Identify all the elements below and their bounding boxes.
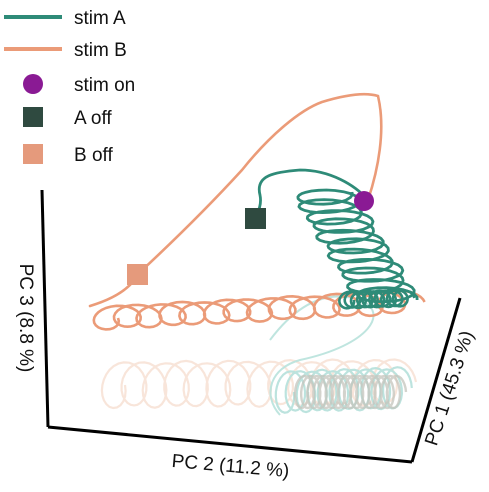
legend-label-a-off: A off (74, 108, 112, 129)
legend-label-stim-b: stim B (74, 40, 127, 61)
shadow-projections (100, 295, 418, 416)
trace-stim-a-start (253, 168, 370, 220)
axes-box (40, 189, 462, 464)
pc2-axis-line (47, 425, 413, 464)
legend: stim A stim B stim on A off B off (4, 8, 135, 166)
event-markers (127, 191, 374, 285)
pc3-axis-line (40, 189, 50, 428)
shadow-return-stim-a (269, 295, 375, 416)
marker-a-off (245, 208, 266, 229)
legend-item-stim-a: stim A (4, 8, 126, 29)
z-axis-label: PC 3 (8.8 %) (15, 264, 36, 373)
shadow-trace-stim-a (274, 366, 413, 414)
legend-label-b-off: B off (74, 145, 113, 166)
x-axis-label: PC 2 (11.2 %) (171, 451, 290, 482)
legend-swatch-b-off (23, 144, 43, 164)
legend-swatch-a-off (23, 107, 43, 127)
legend-item-stim-on: stim on (23, 74, 135, 96)
legend-label-stim-a: stim A (74, 8, 126, 29)
y-axis-label: PC 1 (45.3 %) (421, 328, 478, 448)
marker-b-off (127, 264, 148, 285)
shadow-overlap-region (293, 374, 408, 410)
shadow-trace-stim-b (100, 358, 418, 410)
legend-swatch-stim-on (23, 74, 43, 94)
legend-item-b-off: B off (23, 144, 113, 166)
legend-item-stim-b: stim B (4, 40, 127, 61)
trace-stim-a-tail (338, 288, 416, 310)
marker-stim-on (354, 191, 374, 211)
legend-item-a-off: A off (23, 107, 112, 129)
legend-label-stim-on: stim on (74, 75, 135, 96)
pc1-axis-line (410, 297, 462, 463)
